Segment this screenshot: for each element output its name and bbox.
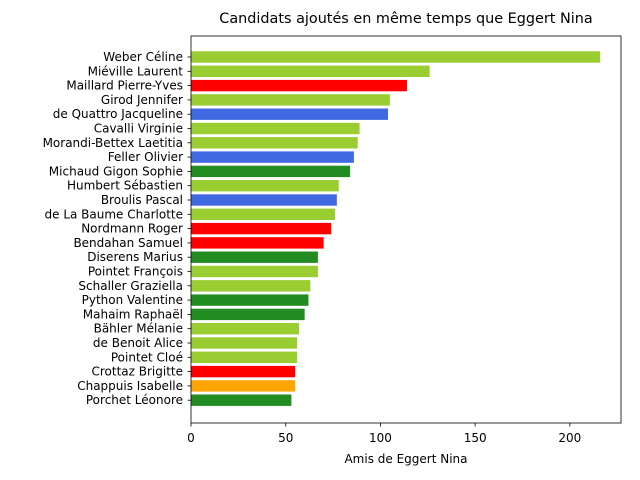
- category-label: Weber Céline: [103, 50, 183, 64]
- category-label: Mahaim Raphaël: [83, 307, 183, 321]
- category-label: Python Valentine: [82, 293, 183, 307]
- chart-title: Candidats ajoutés en même temps que Egge…: [219, 11, 592, 27]
- bar: [191, 237, 324, 249]
- category-label: Morandi-Bettex Laetitia: [43, 136, 183, 150]
- category-label: Feller Olivier: [108, 150, 183, 164]
- x-axis-label: Amis de Eggert Nina: [344, 452, 467, 466]
- x-tick-label: 100: [369, 431, 392, 445]
- bar: [191, 122, 360, 135]
- category-label: Porchet Léonore: [86, 393, 183, 407]
- category-label: Crottaz Brigitte: [91, 365, 183, 379]
- bar: [191, 323, 299, 335]
- x-tick-label: 150: [464, 431, 487, 445]
- bar: [191, 94, 390, 106]
- bar: [191, 51, 601, 63]
- bar: [191, 337, 298, 349]
- bar: [191, 208, 335, 220]
- category-label: Chappuis Isabelle: [77, 379, 183, 393]
- plot-frame: [190, 35, 622, 424]
- category-label: Maillard Pierre-Yves: [66, 79, 183, 93]
- x-axis-ticks: 0 50 100 150 200: [187, 423, 581, 445]
- category-label: de Quattro Jacqueline: [53, 107, 183, 121]
- category-label: Diserens Marius: [87, 250, 183, 264]
- bar: [191, 180, 339, 192]
- x-tick-label: 50: [278, 431, 293, 445]
- category-label: de La Baume Charlotte: [45, 207, 184, 221]
- bar: [191, 151, 354, 163]
- category-label: Nordmann Roger: [81, 222, 183, 236]
- bar: [191, 280, 311, 292]
- bar: [191, 308, 305, 321]
- category-label: Pointet François: [88, 265, 183, 279]
- bar: [191, 265, 318, 278]
- category-label: Bendahan Samuel: [73, 236, 183, 250]
- x-tick-label: 0: [187, 431, 195, 445]
- category-label: Bähler Mélanie: [94, 322, 183, 336]
- category-label: Pointet Cloé: [111, 350, 183, 364]
- x-tick-label: 200: [558, 431, 581, 445]
- category-label: Michaud Gigon Sophie: [49, 164, 183, 178]
- category-label: Cavalli Virginie: [94, 122, 183, 136]
- bar: [191, 365, 296, 378]
- category-label: Miéville Laurent: [88, 64, 184, 78]
- bar: [191, 165, 351, 178]
- bar: [191, 65, 430, 77]
- bar: [191, 194, 337, 206]
- category-label: Broulis Pascal: [101, 193, 183, 207]
- bar: [191, 351, 298, 363]
- bars-group: [191, 51, 601, 406]
- bar: [191, 79, 407, 92]
- bar: [191, 380, 296, 392]
- bar: [191, 394, 292, 406]
- category-label: Humbert Sébastien: [67, 179, 183, 193]
- bar: [191, 222, 332, 235]
- category-label: Girod Jennifer: [101, 93, 183, 107]
- bar: [191, 108, 389, 120]
- category-label: Schaller Graziella: [78, 279, 183, 293]
- category-label: de Benoit Alice: [93, 336, 183, 350]
- bar: [191, 137, 358, 149]
- bar: [191, 251, 318, 263]
- bar: [191, 294, 309, 306]
